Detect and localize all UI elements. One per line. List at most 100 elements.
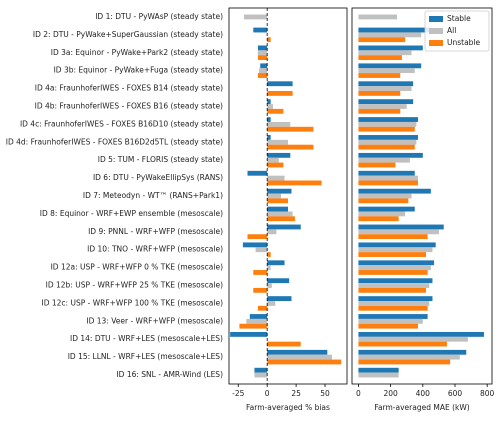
bar [267,216,295,222]
bar [267,229,277,235]
category-label: ID 4d: FraunhoferIWES - FOXES B16D2d5TL … [6,137,223,146]
bar [358,323,418,329]
bar [267,211,293,217]
bar [358,90,401,96]
bar [358,354,460,360]
x-tick-label: 0 [265,389,270,398]
bar [358,50,412,56]
bar [267,265,271,271]
bar [358,73,401,78]
bar [358,68,415,74]
bar [358,144,415,150]
plot-frame [351,7,493,385]
bar [267,260,285,266]
category-label: ID 14: DTU - WRF+LES (mesoscale+LES) [70,334,223,343]
bar [246,318,268,324]
category-label: ID 12b: USP - WRF+WFP 25 % TKE (mesoscal… [46,281,223,290]
plot-frame [228,7,348,385]
x-tick-label: -25 [232,389,244,398]
category-label: ID 5: TUM - FLORIS (steady state) [98,155,223,164]
bar [230,331,268,337]
x-tick-label: 0 [356,389,361,398]
bar [257,305,268,311]
category-label: ID 12a: USP - WRF+WFP 0 % TKE (mesoscale… [51,263,223,272]
x-axis-label: Farm-averaged % bias [246,403,330,412]
bar [358,139,417,145]
bar [247,234,268,240]
bar [358,99,414,105]
bar [267,162,284,168]
bar [358,234,428,240]
category-label: ID 1: DTU - PyWAsP (steady state) [95,12,223,21]
bar [358,135,418,140]
bar [358,162,396,168]
bar [259,68,268,74]
x-tick-label: 25 [291,389,301,398]
bar [267,90,293,96]
bar [358,63,422,69]
bar [358,104,407,109]
bar [358,247,433,253]
bar [358,301,430,306]
bar [358,359,451,365]
bar [358,86,412,91]
bar [358,278,433,284]
bar [267,193,282,199]
bar [358,108,401,114]
x-tick-label: 800 [480,389,495,398]
legend-label: Unstable [447,38,481,47]
bar [358,265,431,271]
bar [358,188,431,194]
bar [358,305,428,311]
x-tick-label: 400 [416,389,431,398]
bar [242,242,268,248]
bar [358,260,435,266]
bar [358,126,415,132]
bar [267,252,271,257]
category-label: ID 4c: FraunhoferIWES - FOXES B16D10 (st… [20,119,223,128]
x-tick-label: 200 [383,389,398,398]
bar [358,331,484,337]
bar [358,314,428,319]
bar [358,336,468,342]
bar [358,224,444,230]
bar [257,55,268,61]
bar [267,117,271,122]
category-label: ID 3b: Equinor - PyWake+Fuga (steady sta… [54,66,223,75]
bar [267,188,292,194]
bar [358,121,417,127]
bar [358,318,423,324]
bar [358,198,409,204]
bar [358,157,410,163]
category-label: ID 6: DTU - PyWakeEllipSys (RANS) [93,173,223,182]
bar [267,144,314,150]
bar [267,108,284,114]
bar [267,224,301,230]
bar [267,349,328,355]
bar [247,170,268,176]
category-label: ID 4a: FraunhoferIWES - FOXES B14 (stead… [35,84,223,93]
bar [358,283,430,288]
legend-swatch [429,16,443,22]
legend-swatch [429,40,443,46]
bar [358,37,406,43]
bar [244,14,268,20]
bar [253,27,268,33]
bar [267,126,314,132]
bar [239,323,268,329]
category-label: ID 3a: Equinor - PyWake+Park2 (steady st… [51,48,223,57]
bar [257,73,268,78]
category-label: ID 15: LLNL - WRF+LES (mesoscale+LES) [68,352,223,361]
bar [267,301,276,306]
bar [358,242,436,248]
bar [358,341,447,347]
bar [358,252,427,257]
category-label: ID 9: PNNL - WRF+WFP (mesoscale) [88,227,223,236]
bar [358,14,398,20]
category-label: ID 10: TNO - WRF+WFP (mesoscale) [87,245,223,254]
bar [358,372,399,378]
category-label: ID 4b: FraunhoferIWES - FOXES B16 (stead… [35,101,223,110]
bar [267,296,292,302]
legend-label: Stable [447,14,471,23]
category-label: ID 8: Equinor - WRF+EWP ensemble (mesosc… [40,209,223,218]
